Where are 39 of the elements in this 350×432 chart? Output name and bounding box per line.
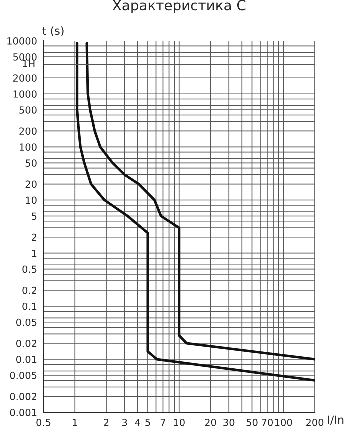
x-tick-label: 2: [104, 418, 109, 426]
x-tick-label: 10: [174, 418, 185, 426]
x-tick-label: 200: [306, 418, 324, 426]
y-tick-label: 0.001: [10, 409, 37, 416]
chart-title: Характеристика C: [112, 0, 246, 14]
x-tick-label: 50: [246, 418, 258, 426]
x-tick-label: 7: [160, 419, 166, 426]
x-tick-label: 4: [135, 419, 140, 426]
y-tick-label: 0.1: [22, 302, 37, 310]
x-tick-label: 3: [122, 418, 128, 426]
y-tick-label: 0.5: [22, 266, 37, 274]
y-tick-label: 0.05: [16, 318, 37, 326]
y-axis-title: t (s): [42, 26, 64, 36]
y-tick-label: 0.01: [16, 356, 37, 364]
x-axis-title: I/In: [328, 416, 344, 426]
y-tick-label: 1000: [14, 90, 37, 98]
y-tick-label: 0.002: [10, 393, 37, 400]
x-tick-label: 30: [224, 418, 235, 426]
y-tick-label: 1: [32, 250, 37, 258]
y-tick-label: 5: [32, 212, 37, 220]
y-tick-label: 20: [26, 180, 37, 188]
x-tick-label: 70: [262, 418, 274, 426]
y-tick-label: 2: [32, 234, 37, 242]
y-tick-label: 2000: [13, 74, 37, 82]
x-tick-label: 100: [275, 418, 292, 426]
y-tick-label: 100: [20, 144, 37, 152]
y-tick-label: 0.2: [22, 286, 37, 294]
x-tick-label: 5: [146, 419, 150, 426]
y-tick-label: 0.02: [16, 340, 37, 348]
y-tick-label: 5000: [14, 53, 37, 61]
x-tick-label: 20: [205, 418, 216, 426]
y-tick-label: 500: [20, 106, 37, 114]
y-tick-label: 0.005: [10, 372, 37, 380]
y-tick-label: 10: [26, 196, 37, 204]
y-tick-label: 50: [26, 160, 37, 167]
x-tick-label: 1: [73, 419, 78, 426]
y-tick-label: 200: [20, 128, 37, 136]
ref-line-label: 1H: [23, 60, 35, 68]
y-tick-label: 10000: [8, 38, 37, 45]
